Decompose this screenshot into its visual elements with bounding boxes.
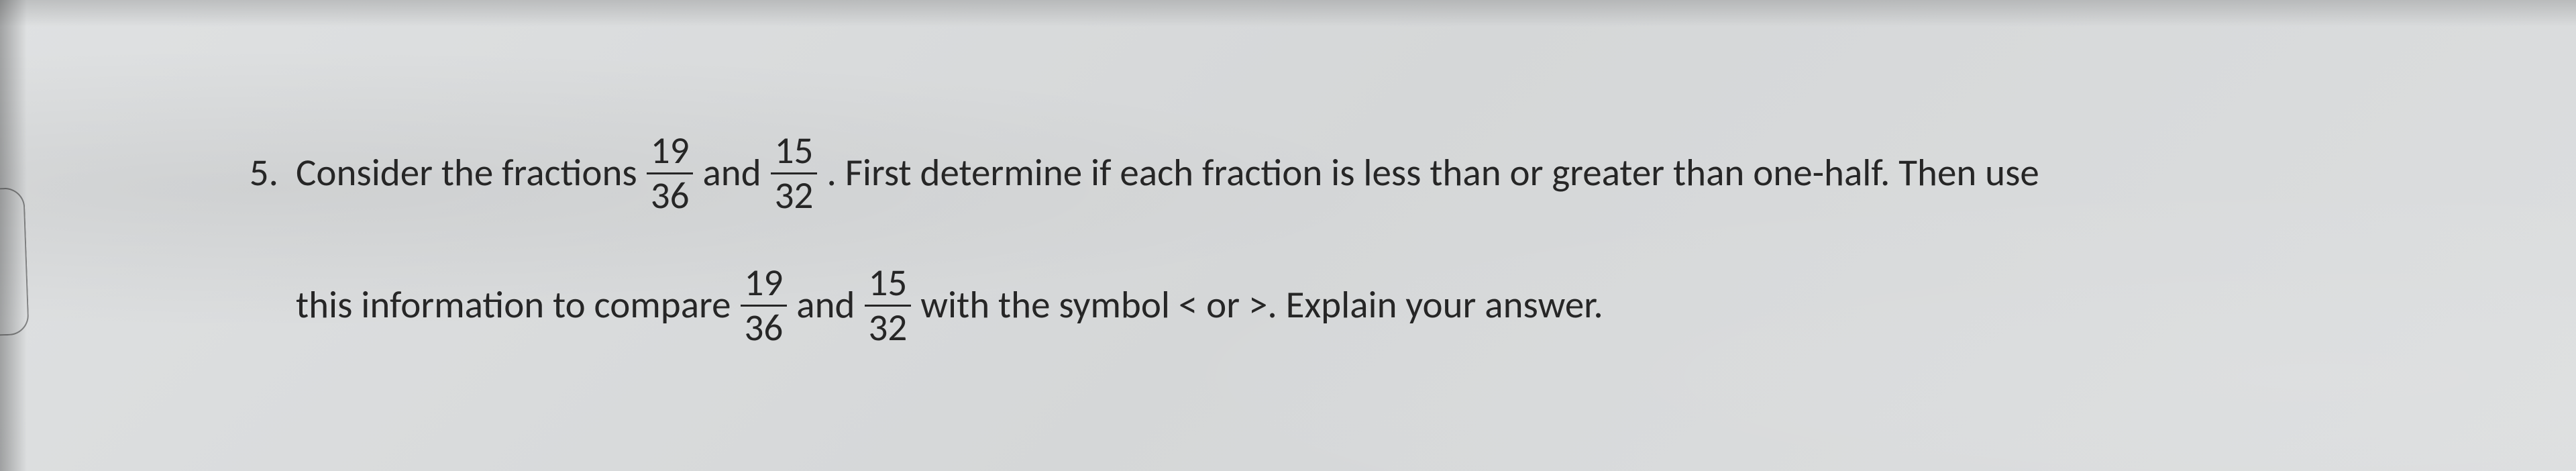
problem-line-1: 5. Consider the fractions 19 36 and 15 3…	[218, 131, 2485, 216]
page-tab-fragment	[0, 187, 30, 336]
fraction-15-over-32: 15 32	[771, 131, 818, 216]
page-top-shadow	[0, 0, 2576, 27]
problem-text: 5. Consider the fractions 19 36 and 15 3…	[218, 131, 2485, 395]
fraction-denominator: 32	[771, 172, 818, 216]
text-segment: with the symbol < or >. Explain your ans…	[918, 278, 1605, 333]
text-segment: . First determine if each fraction is le…	[824, 146, 2041, 201]
text-segment: and	[794, 278, 857, 333]
fraction-denominator: 32	[865, 305, 912, 348]
fraction-denominator: 36	[741, 305, 788, 348]
problem-number: 5.	[218, 146, 278, 201]
fraction-19-over-36: 19 36	[647, 131, 694, 216]
fraction-denominator: 36	[647, 172, 694, 216]
fraction-numerator: 19	[741, 263, 788, 305]
fraction-numerator: 19	[647, 131, 694, 172]
fraction-15-over-32: 15 32	[865, 263, 912, 348]
problem-line-2: this information to compare 19 36 and 15…	[218, 263, 2485, 348]
fraction-numerator: 15	[865, 263, 912, 305]
text-segment: Consider the fractions	[293, 146, 640, 201]
fraction-numerator: 15	[771, 131, 818, 172]
text-segment: this information to compare	[293, 278, 734, 333]
fraction-19-over-36: 19 36	[741, 263, 788, 348]
text-segment: and	[700, 146, 763, 201]
